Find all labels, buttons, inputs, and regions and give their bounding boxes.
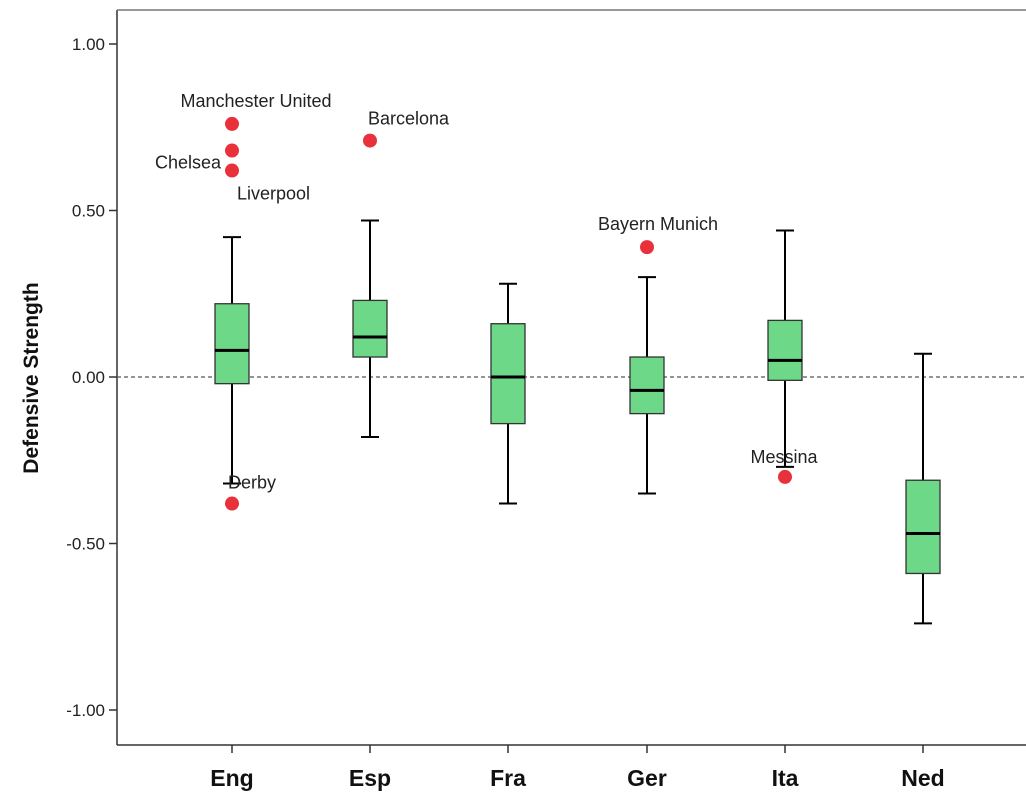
- outlier-label: Bayern Munich: [598, 214, 718, 234]
- outlier-point: [225, 116, 239, 131]
- box-eng: [214, 236, 250, 485]
- x-tick-label: Ned: [901, 765, 944, 791]
- outlier-label: Messina: [750, 447, 818, 467]
- box-iqr: [629, 356, 665, 415]
- box-iqr: [767, 319, 803, 381]
- y-tick-label: 0.00: [72, 368, 105, 387]
- y-axis-title: Defensive Strength: [20, 282, 43, 473]
- outlier-label: Barcelona: [368, 109, 450, 129]
- outlier-layer: Manchester United Chelsea Liverpool Derby Ba…: [155, 91, 818, 511]
- box-iqr: [352, 299, 388, 358]
- plot-frame-layer: [116, 9, 1026, 746]
- outlier-label: Chelsea: [155, 153, 222, 173]
- outlier-point: [363, 133, 377, 148]
- box-layer: [214, 219, 941, 625]
- y-tick-label: 0.50: [72, 202, 105, 221]
- box-iqr: [490, 323, 526, 425]
- box-esp: [352, 219, 388, 438]
- outlier-label: Manchester United: [180, 91, 331, 111]
- x-tick-label: Fra: [490, 765, 526, 791]
- x-tick-label: Ger: [627, 765, 667, 791]
- x-tick-label: Eng: [210, 765, 253, 791]
- y-tick-label: -0.50: [66, 535, 105, 554]
- box-iqr: [214, 303, 250, 385]
- y-tick-label: 1.00: [72, 35, 105, 54]
- outlier-point: [225, 496, 239, 511]
- outlier-label: Derby: [228, 473, 276, 493]
- outlier-point: [225, 143, 239, 158]
- outlier-label: Liverpool: [237, 184, 310, 204]
- axis-layer: 1.00 0.50 0.00 -0.50 -1.00 Eng Esp Fra Ger Ita Ned: [66, 35, 944, 791]
- outlier-point: [778, 469, 792, 484]
- outlier-point: [640, 240, 654, 255]
- outlier-point: [225, 163, 239, 178]
- box-fra: [490, 282, 526, 505]
- box-iqr: [905, 479, 941, 575]
- y-tick-label: -1.00: [66, 701, 105, 720]
- x-tick-label: Esp: [349, 765, 391, 791]
- box-ger: [629, 276, 665, 495]
- x-tick-label: Ita: [772, 765, 799, 791]
- box-ned: [905, 352, 941, 625]
- box-ita: [767, 229, 803, 468]
